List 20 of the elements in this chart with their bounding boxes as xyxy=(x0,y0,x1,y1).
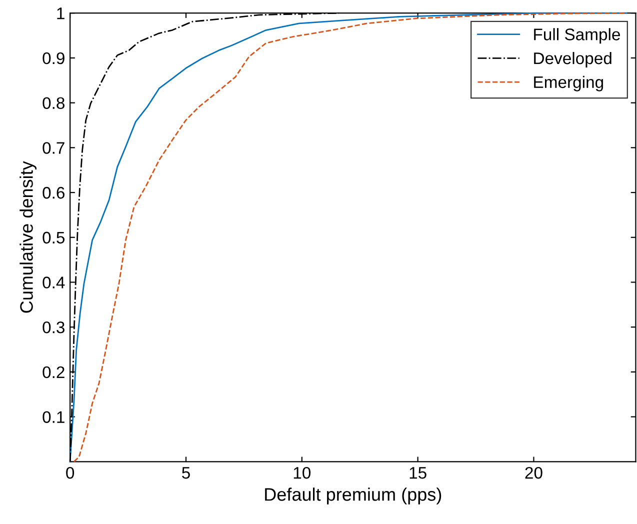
y-tick-label: 0.9 xyxy=(42,52,64,64)
legend-label: Emerging xyxy=(534,76,603,92)
legend-label: Full Sample xyxy=(534,28,620,44)
legend-label: Developed xyxy=(534,52,612,68)
x-tick-label: 10 xyxy=(294,466,311,479)
x-axis-title: Default premium (pps) xyxy=(265,488,442,504)
y-tick-label: 0.3 xyxy=(42,321,64,334)
y-tick-label: 1 xyxy=(57,8,64,20)
x-tick-label: 15 xyxy=(410,467,426,479)
y-tick-label: 0.7 xyxy=(42,142,64,154)
y-tick-label: 0.2 xyxy=(42,366,64,378)
y-tick-label: 0.1 xyxy=(42,411,64,423)
y-tick-label: 0.4 xyxy=(42,276,65,288)
x-tick-label: 20 xyxy=(525,466,542,479)
x-tick-label: 5 xyxy=(182,467,190,479)
y-tick-label: 0.5 xyxy=(42,232,65,244)
y-tick-label: 0.6 xyxy=(42,186,64,199)
y-tick-label: 0.8 xyxy=(42,97,64,110)
x-tick-label: 0 xyxy=(66,466,74,479)
y-axis-title: Cumulative density xyxy=(20,161,36,313)
